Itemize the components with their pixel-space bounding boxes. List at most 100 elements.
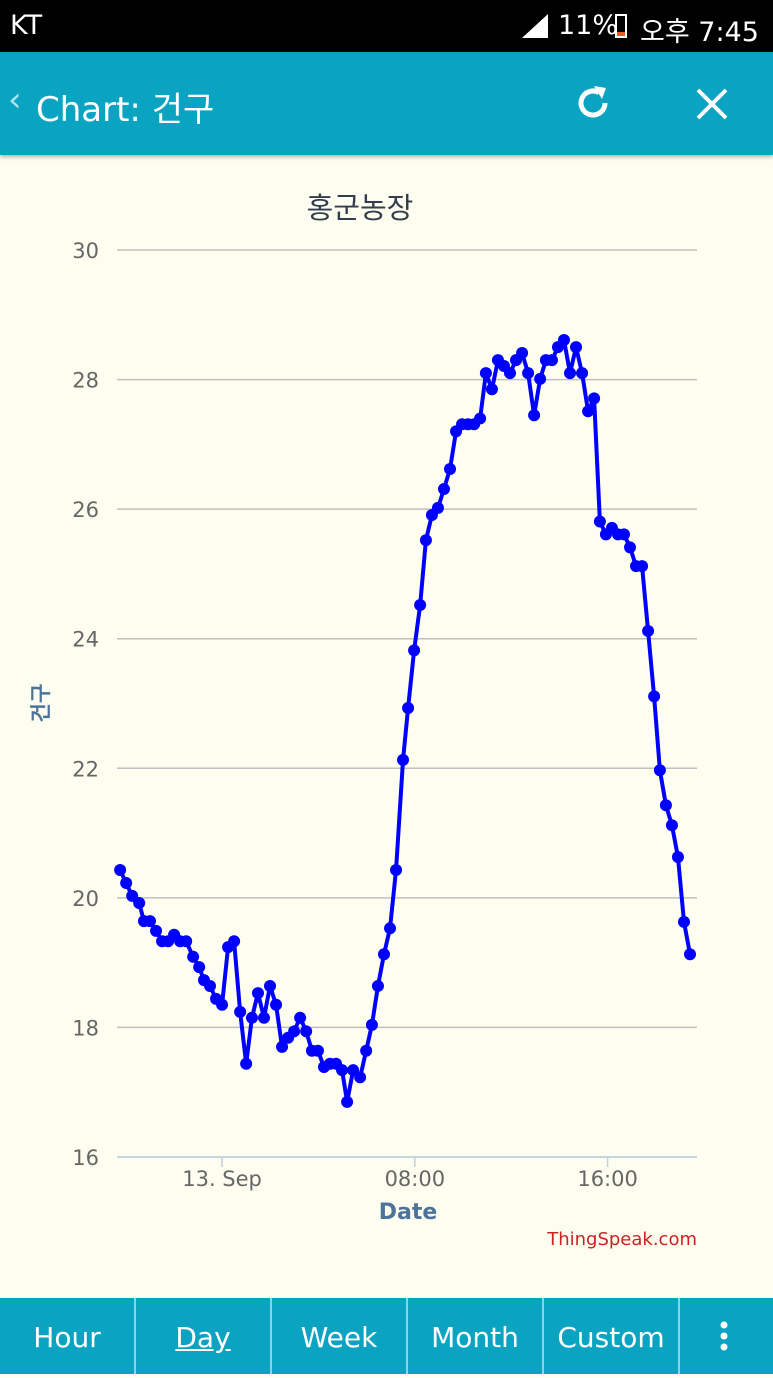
point	[653, 764, 666, 777]
point	[114, 863, 127, 876]
x-axis-title: Date	[379, 1200, 438, 1225]
y-axis-title: 건구	[29, 684, 53, 723]
signal-icon	[522, 14, 548, 38]
point	[390, 863, 403, 876]
app-header: ‹ Chart: 건구	[0, 52, 773, 155]
point	[180, 935, 193, 948]
point	[516, 347, 529, 360]
point	[257, 1011, 270, 1024]
point	[437, 483, 450, 496]
y-tick-label: 16	[72, 1146, 99, 1170]
point	[270, 998, 283, 1011]
point	[588, 392, 601, 405]
point	[522, 367, 535, 380]
status-bar: KT 11% 오후 7:45	[0, 0, 773, 52]
y-tick-label: 24	[72, 628, 99, 652]
point	[397, 753, 410, 766]
point	[617, 528, 630, 541]
point	[576, 367, 589, 380]
point	[665, 819, 678, 832]
x-tick-label: 08:00	[385, 1167, 446, 1191]
point	[528, 409, 541, 422]
point	[659, 799, 672, 812]
point	[642, 624, 655, 637]
point	[294, 1011, 307, 1024]
point	[444, 462, 457, 475]
tab[interactable]: Custom	[544, 1298, 680, 1374]
point	[636, 560, 649, 573]
header-title: Chart: 건구	[36, 90, 215, 130]
point	[133, 897, 146, 910]
x-tick-label: 16:00	[577, 1167, 638, 1191]
point	[371, 979, 384, 992]
point	[534, 372, 547, 385]
point	[288, 1025, 301, 1038]
point	[204, 979, 217, 992]
back-icon[interactable]: ‹	[8, 80, 22, 120]
point	[570, 341, 583, 354]
point	[419, 534, 432, 547]
close-button[interactable]	[694, 86, 730, 122]
point	[504, 367, 517, 380]
y-tick-label: 28	[72, 369, 99, 393]
y-tick-label: 18	[72, 1016, 99, 1040]
point	[414, 599, 427, 612]
point	[311, 1044, 324, 1057]
point	[245, 1011, 258, 1024]
tab[interactable]: Day	[136, 1298, 272, 1374]
chart: 홍군농장 Date 건구 ThingSpeak.com 16 18 20 22 24 26…	[29, 191, 697, 1250]
point	[336, 1064, 349, 1077]
battery: 11%	[558, 10, 619, 41]
tab[interactable]: Hour	[0, 1298, 136, 1374]
point	[187, 950, 200, 963]
point	[234, 1005, 247, 1018]
y-tick-label: 20	[72, 887, 99, 911]
point	[564, 367, 577, 380]
tab-bar: Hour Day Week Month Custom	[0, 1298, 773, 1374]
y-tick-label: 30	[72, 239, 99, 263]
point	[240, 1057, 253, 1070]
tab[interactable]: Month	[408, 1298, 544, 1374]
carrier: KT	[10, 10, 43, 41]
refresh-button[interactable]	[572, 82, 614, 124]
chart-title: 홍군농장	[307, 191, 414, 225]
point	[545, 354, 558, 367]
point	[593, 515, 606, 528]
clock: 오후 7:45	[640, 17, 759, 48]
point	[671, 851, 684, 864]
point	[300, 1025, 313, 1038]
point	[251, 987, 264, 1000]
point	[648, 690, 661, 703]
point	[228, 935, 241, 948]
y-tick-label: 22	[72, 757, 99, 781]
point	[479, 367, 492, 380]
point	[264, 979, 277, 992]
y-tick-label: 26	[72, 498, 99, 522]
point	[485, 383, 498, 396]
point	[216, 998, 229, 1011]
point	[360, 1044, 373, 1057]
point	[276, 1040, 289, 1053]
point	[365, 1018, 378, 1031]
point	[402, 702, 415, 715]
point	[120, 876, 133, 889]
x-tick-label: 13. Sep	[182, 1167, 262, 1191]
point	[150, 924, 163, 937]
point	[144, 915, 157, 928]
menu-button[interactable]	[680, 1298, 765, 1374]
point	[684, 948, 697, 961]
point	[354, 1071, 367, 1084]
point	[624, 541, 637, 554]
point	[431, 501, 444, 514]
point	[582, 405, 595, 418]
point	[341, 1095, 354, 1108]
tab[interactable]: Week	[272, 1298, 408, 1374]
point	[557, 334, 570, 347]
point	[677, 915, 690, 928]
point	[474, 412, 487, 425]
point	[408, 644, 421, 657]
point	[377, 948, 390, 961]
point	[384, 922, 397, 935]
battery-icon	[615, 14, 627, 38]
